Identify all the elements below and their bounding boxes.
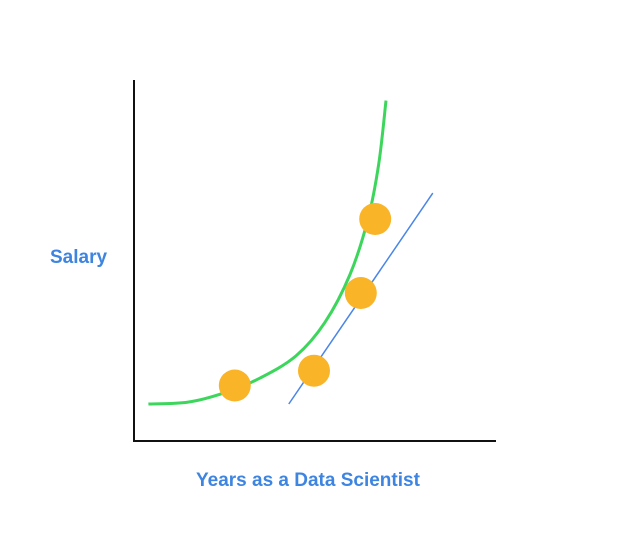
y-axis-label: Salary (50, 247, 107, 268)
data-point-3 (344, 277, 377, 309)
data-point-4 (359, 203, 392, 235)
data-point-1 (218, 369, 251, 402)
x-axis-label: Years as a Data Scientist (196, 470, 421, 491)
data-point-2 (298, 354, 330, 387)
curve-fit-line (148, 100, 388, 406)
plot-area (148, 100, 434, 406)
axes (133, 80, 496, 442)
